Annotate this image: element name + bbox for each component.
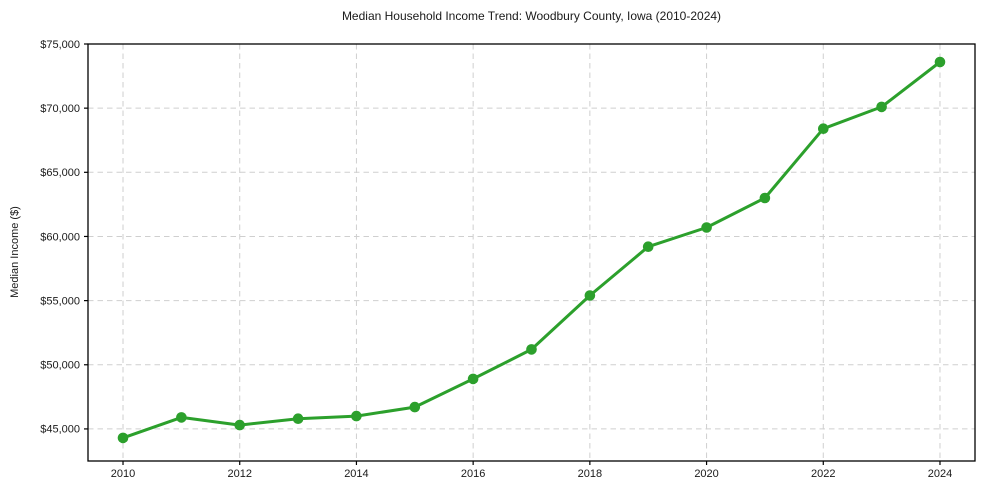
x-tick-label: 2020 <box>694 468 718 480</box>
y-tick-label: $70,000 <box>40 103 80 115</box>
x-tick-label: 2016 <box>461 468 485 480</box>
y-tick-label: $65,000 <box>40 167 80 179</box>
x-tick-label: 2012 <box>227 468 251 480</box>
data-point-marker <box>292 413 304 425</box>
data-point-marker <box>409 401 421 413</box>
data-point-marker <box>351 410 362 422</box>
income-trend-line <box>121 60 942 440</box>
y-tick-label: $45,000 <box>40 424 80 436</box>
y-tick-label: $50,000 <box>40 360 80 372</box>
data-point-marker <box>818 123 829 134</box>
data-point-marker <box>759 192 771 204</box>
x-tick-label: 2010 <box>111 468 135 480</box>
data-point-marker <box>584 290 596 301</box>
x-tick-label: 2014 <box>344 468 368 480</box>
x-tick-label: 2024 <box>928 468 952 480</box>
data-point-marker <box>176 412 187 423</box>
y-tick-label: $60,000 <box>40 231 80 243</box>
data-point-marker <box>117 432 129 444</box>
data-point-marker <box>876 101 887 113</box>
data-point-marker <box>934 56 946 68</box>
data-point-marker <box>701 222 712 233</box>
y-tick-label: $55,000 <box>40 295 80 307</box>
plot-frame <box>87 43 976 462</box>
chart-title: Median Household Income Trend: Woodbury … <box>341 9 722 23</box>
data-point-marker <box>234 419 245 431</box>
y-tick-label: $75,000 <box>40 39 80 51</box>
data-point-marker <box>642 241 654 252</box>
data-point-marker <box>526 344 537 355</box>
x-tick-label: 2018 <box>578 468 602 480</box>
x-tick-label: 2022 <box>811 468 835 480</box>
data-point-marker <box>467 373 479 385</box>
